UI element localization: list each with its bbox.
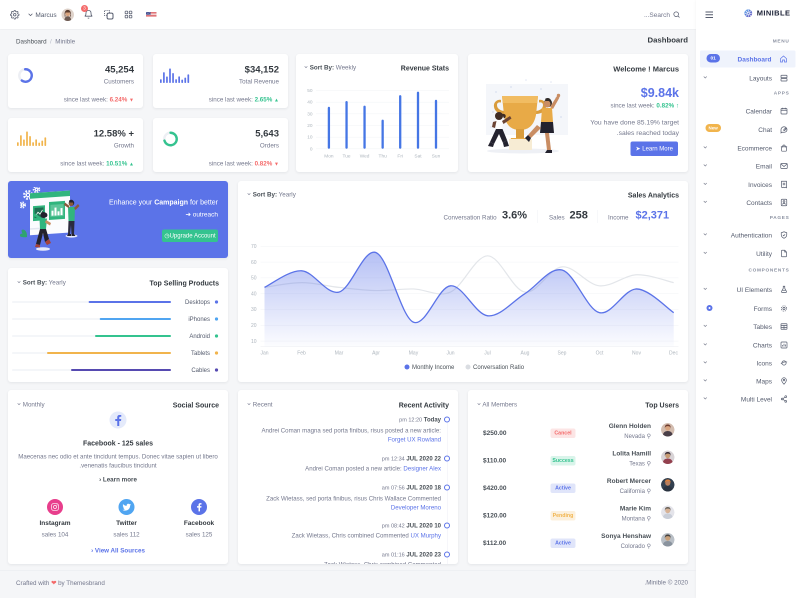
svg-text:Wed: Wed xyxy=(360,154,370,160)
svg-text:20: 20 xyxy=(307,123,313,129)
svg-text:Tue: Tue xyxy=(343,154,351,160)
svg-text:0: 0 xyxy=(310,146,313,152)
svg-text:50: 50 xyxy=(251,276,257,282)
svg-text:Sep: Sep xyxy=(558,351,567,357)
svg-text:iPhones: iPhones xyxy=(188,317,210,323)
svg-text:Jun: Jun xyxy=(446,351,454,357)
svg-text:Mar: Mar xyxy=(335,351,344,357)
svg-text:Cables: Cables xyxy=(191,368,210,374)
svg-text:Fri: Fri xyxy=(397,154,403,160)
svg-text:Desktops: Desktops xyxy=(185,300,210,306)
svg-text:10: 10 xyxy=(251,339,257,345)
svg-text:Android: Android xyxy=(189,334,210,340)
svg-text:Apr: Apr xyxy=(372,351,380,357)
svg-text:Monthly Income: Monthly Income xyxy=(412,365,455,371)
svg-text:Feb: Feb xyxy=(297,351,306,357)
svg-text:May: May xyxy=(409,351,419,357)
svg-text:Mon: Mon xyxy=(324,154,334,160)
svg-text:70: 70 xyxy=(251,244,257,250)
svg-text:30: 30 xyxy=(307,111,313,117)
svg-text:20: 20 xyxy=(251,323,257,329)
svg-text:Sat: Sat xyxy=(414,154,422,160)
svg-text:Sun: Sun xyxy=(432,154,441,160)
svg-text:Jul: Jul xyxy=(484,351,490,357)
svg-text:Conversation Ratio: Conversation Ratio xyxy=(473,365,525,371)
svg-text:50: 50 xyxy=(307,88,313,94)
svg-text:Jan: Jan xyxy=(260,351,268,357)
svg-text:10: 10 xyxy=(307,135,313,141)
svg-text:Dec: Dec xyxy=(669,351,678,357)
svg-text:Tablets: Tablets xyxy=(191,351,210,357)
svg-text:60: 60 xyxy=(251,260,257,266)
svg-text:30: 30 xyxy=(251,307,257,313)
svg-text:Aug: Aug xyxy=(521,351,530,357)
svg-text:40: 40 xyxy=(251,291,257,297)
svg-text:Oct: Oct xyxy=(596,351,604,357)
svg-text:40: 40 xyxy=(307,100,313,106)
svg-text:Thu: Thu xyxy=(379,154,388,160)
svg-text:Nov: Nov xyxy=(632,351,641,357)
